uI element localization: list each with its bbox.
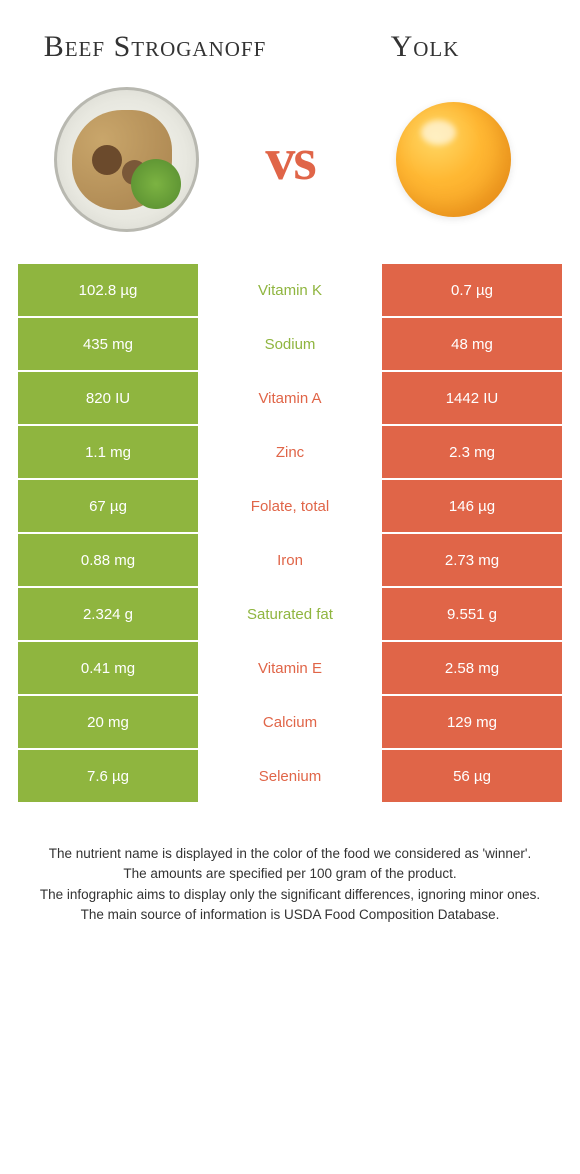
- value-right: 2.3 mg: [382, 426, 562, 478]
- value-right: 56 µg: [382, 750, 562, 802]
- value-right: 146 µg: [382, 480, 562, 532]
- value-left: 7.6 µg: [18, 750, 198, 802]
- table-row: 67 µgFolate, total146 µg: [18, 480, 562, 532]
- table-row: 2.324 gSaturated fat9.551 g: [18, 588, 562, 640]
- footer-line: The infographic aims to display only the…: [30, 885, 550, 905]
- value-right: 0.7 µg: [382, 264, 562, 316]
- table-row: 1.1 mgZinc2.3 mg: [18, 426, 562, 478]
- footer-line: The main source of information is USDA F…: [30, 905, 550, 925]
- value-left: 102.8 µg: [18, 264, 198, 316]
- value-right: 2.73 mg: [382, 534, 562, 586]
- footer-line: The nutrient name is displayed in the co…: [30, 844, 550, 864]
- value-right: 48 mg: [382, 318, 562, 370]
- nutrient-label: Sodium: [198, 318, 382, 370]
- nutrient-label: Saturated fat: [198, 588, 382, 640]
- table-row: 820 IUVitamin A1442 IU: [18, 372, 562, 424]
- vs-label: vs: [265, 125, 314, 194]
- food-left-title: Beef Stroganoff: [30, 30, 280, 64]
- value-left: 435 mg: [18, 318, 198, 370]
- nutrient-label: Vitamin K: [198, 264, 382, 316]
- footer-line: The amounts are specified per 100 gram o…: [30, 864, 550, 884]
- nutrient-label: Folate, total: [198, 480, 382, 532]
- nutrient-label: Vitamin E: [198, 642, 382, 694]
- table-row: 435 mgSodium48 mg: [18, 318, 562, 370]
- header: Beef Stroganoff Yolk: [0, 0, 580, 74]
- value-left: 20 mg: [18, 696, 198, 748]
- value-left: 820 IU: [18, 372, 198, 424]
- comparison-table: 102.8 µgVitamin K0.7 µg435 mgSodium48 mg…: [0, 264, 580, 802]
- value-right: 2.58 mg: [382, 642, 562, 694]
- stroganoff-plate-icon: [54, 87, 199, 232]
- food-left-image: [52, 84, 202, 234]
- nutrient-label: Calcium: [198, 696, 382, 748]
- nutrient-label: Selenium: [198, 750, 382, 802]
- yolk-icon: [396, 102, 511, 217]
- table-row: 0.88 mgIron2.73 mg: [18, 534, 562, 586]
- value-left: 0.41 mg: [18, 642, 198, 694]
- table-row: 0.41 mgVitamin E2.58 mg: [18, 642, 562, 694]
- footer-notes: The nutrient name is displayed in the co…: [0, 804, 580, 945]
- value-left: 1.1 mg: [18, 426, 198, 478]
- nutrient-label: Vitamin A: [198, 372, 382, 424]
- value-left: 2.324 g: [18, 588, 198, 640]
- images-row: vs: [0, 74, 580, 264]
- value-right: 129 mg: [382, 696, 562, 748]
- value-right: 9.551 g: [382, 588, 562, 640]
- value-left: 67 µg: [18, 480, 198, 532]
- table-row: 102.8 µgVitamin K0.7 µg: [18, 264, 562, 316]
- table-row: 7.6 µgSelenium56 µg: [18, 750, 562, 802]
- food-right-image: [378, 84, 528, 234]
- table-row: 20 mgCalcium129 mg: [18, 696, 562, 748]
- nutrient-label: Iron: [198, 534, 382, 586]
- value-right: 1442 IU: [382, 372, 562, 424]
- food-right-title: Yolk: [300, 30, 550, 64]
- nutrient-label: Zinc: [198, 426, 382, 478]
- value-left: 0.88 mg: [18, 534, 198, 586]
